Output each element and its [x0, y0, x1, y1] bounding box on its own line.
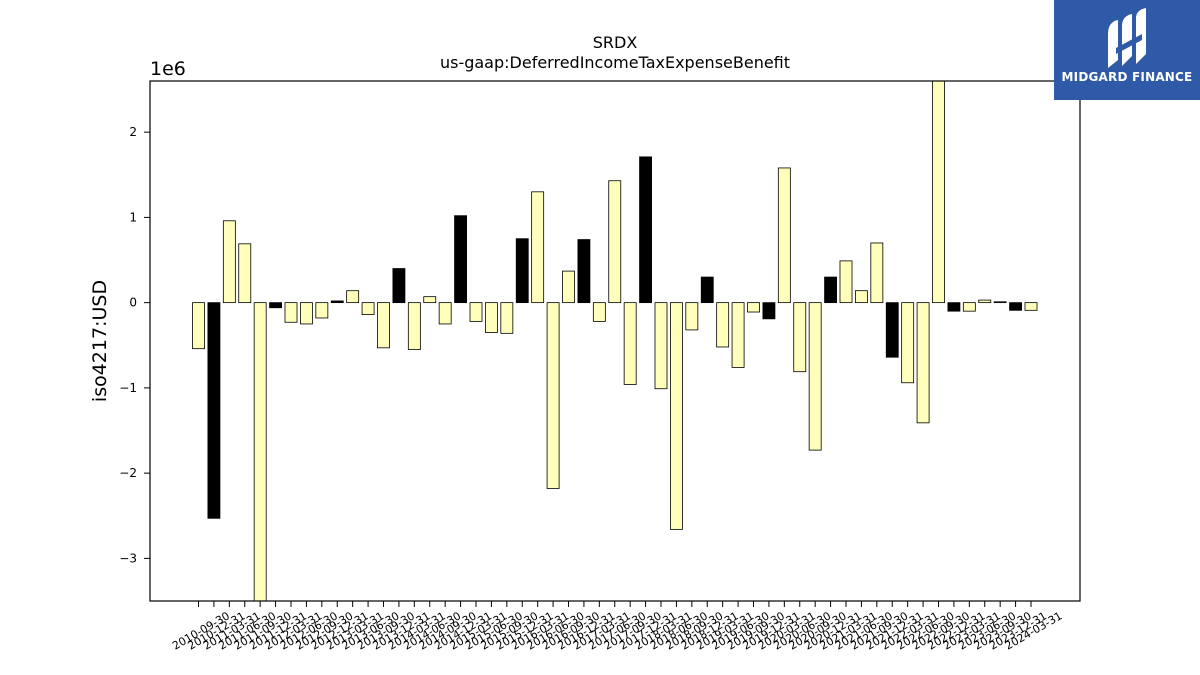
logo-text: MIDGARD FINANCE: [1061, 70, 1193, 84]
bar-2013-06-30: [361, 302, 375, 315]
bar-2018-06-30: [670, 302, 683, 530]
y-tick-label: 2: [129, 125, 137, 139]
bar-2011-06-30: [238, 243, 252, 304]
bar-2022-03-31: [901, 302, 915, 384]
bar-2019-03-31: [716, 302, 730, 348]
bar-2014-09-30: [438, 302, 452, 325]
bar-2011-03-31: [222, 220, 236, 304]
bar-2023-09-30: [993, 301, 1007, 304]
midgard-finance-logo: MIDGARD FINANCE: [1054, 0, 1200, 100]
bar-2021-12-31: [885, 302, 899, 358]
bar-2020-03-31: [777, 167, 791, 304]
bar-2015-12-31: [515, 238, 529, 304]
x-axis: 2010-09-302010-12-312011-03-312011-06-30…: [170, 601, 1065, 653]
bar-2023-06-30: [978, 299, 992, 304]
bar-2014-12-31: [454, 215, 468, 304]
bar-2014-03-31: [407, 302, 421, 350]
bar-2013-12-31: [392, 268, 406, 304]
bar-2016-09-30: [562, 270, 575, 304]
bar-2016-03-31: [531, 191, 545, 304]
bar-2019-06-30: [731, 302, 745, 368]
y-axis-multiplier: 1e6: [150, 58, 186, 80]
bar-2017-06-30: [608, 180, 622, 304]
bar-2020-06-30: [793, 302, 807, 373]
chart-title: SRDX: [593, 33, 638, 52]
bar-2022-12-31: [947, 302, 961, 312]
bar-2011-09-30: [253, 302, 267, 602]
bar-2018-12-31: [700, 276, 714, 304]
y-tick-label: −3: [119, 551, 137, 565]
bar-2012-03-31: [284, 302, 298, 323]
bar-2016-12-31: [577, 239, 591, 304]
bar-2014-06-30: [423, 296, 437, 304]
plot-frame: [149, 80, 1081, 602]
bar-2023-03-31: [962, 302, 976, 312]
bar-2015-06-30: [484, 302, 498, 333]
bar-2022-06-30: [916, 302, 930, 424]
bar-2017-12-31: [639, 156, 653, 304]
bar-2011-12-31: [269, 302, 283, 309]
bar-2021-09-30: [870, 242, 884, 304]
chart-subtitle: us-gaap:DeferredIncomeTaxExpenseBenefit: [440, 53, 790, 72]
bar-2020-09-30: [808, 302, 822, 451]
bar-2010-12-31: [207, 302, 221, 519]
bar-2015-03-31: [469, 302, 483, 322]
bar-2018-03-31: [654, 302, 668, 390]
y-axis: −3 −2 −1 0 1 2: [119, 125, 150, 565]
y-tick-label: 1: [129, 210, 137, 224]
bar-2021-03-31: [839, 260, 853, 304]
bar-2021-06-30: [855, 290, 868, 304]
midgard-mark-icon: [1108, 8, 1146, 68]
bar-2013-09-30: [377, 302, 390, 349]
bar-2012-12-31: [330, 300, 344, 304]
bar-2012-06-30: [299, 302, 313, 325]
bar-2020-12-31: [824, 276, 838, 304]
y-axis-label: iso4217:USD: [89, 280, 111, 402]
y-tick-label: −2: [119, 466, 137, 480]
bar-2010-09-30: [192, 302, 205, 350]
bar-2016-06-30: [546, 302, 560, 489]
bar-2017-03-31: [592, 302, 606, 322]
bar-2024-03-31: [1024, 302, 1038, 311]
bar-2017-09-30: [623, 302, 637, 385]
bar-2019-12-31: [762, 302, 776, 320]
bars-group: [192, 80, 1038, 602]
bar-2019-09-30: [747, 302, 760, 313]
bar-2013-03-31: [346, 290, 360, 304]
bar-2018-09-30: [685, 302, 699, 331]
bar-2023-12-31: [1009, 302, 1023, 311]
y-tick-label: 0: [129, 296, 137, 310]
bar-2015-09-30: [500, 302, 514, 334]
bar-2012-09-30: [315, 302, 329, 319]
bar-2022-09-30: [932, 80, 945, 304]
y-tick-label: −1: [119, 381, 137, 395]
